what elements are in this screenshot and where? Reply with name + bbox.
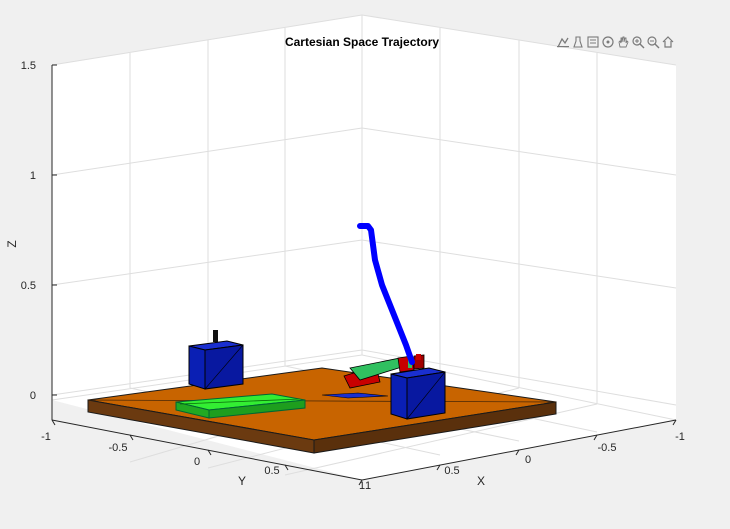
rotate-3d-icon[interactable] (601, 34, 615, 50)
chart-title: Cartesian Space Trajectory (285, 35, 439, 49)
green-box (175, 393, 306, 419)
y-tick-label: -0.5 (109, 442, 128, 454)
x-tick-label: -0.5 (598, 442, 617, 454)
zoom-out-icon[interactable] (646, 34, 660, 50)
x-tick-label: 0 (525, 454, 531, 466)
y-tick-label: -1 (41, 431, 51, 443)
x-tick-label: 0.5 (444, 465, 459, 477)
tick-marks (51, 64, 677, 486)
y-axis-label: Y (238, 474, 246, 488)
axes-3d[interactable] (51, 14, 677, 486)
data-tip-icon[interactable] (556, 34, 570, 50)
blue-box-left (188, 330, 244, 390)
z-tick-labels: 1.5 1 0.5 0 (21, 60, 36, 402)
axes-toolbar (556, 33, 675, 51)
y-tick-label: 1 (359, 480, 365, 492)
back-pane-left (52, 15, 362, 400)
x-tick-label: -1 (675, 431, 685, 443)
x-tick-label: 1 (365, 480, 371, 492)
y-tick-label: 0 (194, 456, 200, 468)
y-axis-line (51, 419, 363, 481)
y-tick-labels: -1 -0.5 0 0.5 1 (41, 431, 365, 492)
brush-icon[interactable] (571, 34, 585, 50)
z-axis-label: Z (5, 240, 19, 247)
home-icon[interactable] (661, 34, 675, 50)
platform-side-right (313, 401, 557, 454)
z-tick-label: 1.5 (21, 60, 36, 72)
trajectory-line (357, 223, 415, 365)
z-tick-label: 0.5 (21, 280, 36, 292)
zoom-in-icon[interactable] (631, 34, 645, 50)
y-tick-label: 0.5 (264, 465, 279, 477)
x-axis-label: X (477, 474, 485, 488)
x-tick-labels: 1 0.5 0 -0.5 -1 (365, 431, 685, 492)
blue-box-right (321, 367, 446, 420)
z-tick-label: 0 (30, 390, 36, 402)
pan-hand-icon[interactable] (616, 34, 630, 50)
legend-icon[interactable] (586, 34, 600, 50)
z-tick-label: 1 (30, 170, 36, 182)
